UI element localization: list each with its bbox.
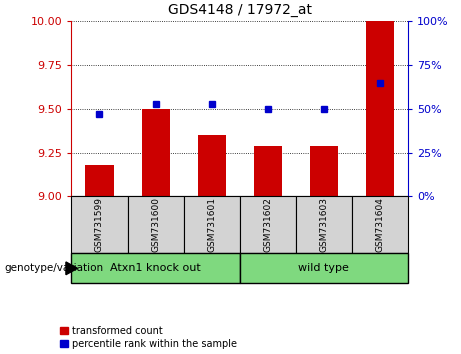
Bar bbox=[366, 21, 394, 196]
Text: GSM731599: GSM731599 bbox=[95, 197, 104, 252]
Title: GDS4148 / 17972_at: GDS4148 / 17972_at bbox=[168, 4, 312, 17]
Legend: transformed count, percentile rank within the sample: transformed count, percentile rank withi… bbox=[60, 326, 237, 349]
Bar bbox=[71, 196, 128, 253]
Bar bbox=[310, 145, 338, 196]
Text: wild type: wild type bbox=[298, 263, 349, 273]
Bar bbox=[183, 196, 240, 253]
Text: GSM731602: GSM731602 bbox=[263, 197, 272, 252]
Bar bbox=[71, 253, 240, 283]
Text: genotype/variation: genotype/variation bbox=[5, 263, 104, 273]
Bar bbox=[240, 196, 296, 253]
Bar bbox=[198, 135, 226, 196]
Bar bbox=[85, 165, 113, 196]
Text: GSM731600: GSM731600 bbox=[151, 197, 160, 252]
Text: Atxn1 knock out: Atxn1 knock out bbox=[110, 263, 201, 273]
Bar bbox=[128, 196, 183, 253]
Bar bbox=[352, 196, 408, 253]
Polygon shape bbox=[66, 262, 77, 275]
Text: GSM731603: GSM731603 bbox=[319, 197, 328, 252]
Text: GSM731604: GSM731604 bbox=[375, 197, 384, 252]
Bar bbox=[240, 253, 408, 283]
Text: GSM731601: GSM731601 bbox=[207, 197, 216, 252]
Bar bbox=[254, 145, 282, 196]
Bar bbox=[296, 196, 352, 253]
Bar bbox=[142, 109, 170, 196]
